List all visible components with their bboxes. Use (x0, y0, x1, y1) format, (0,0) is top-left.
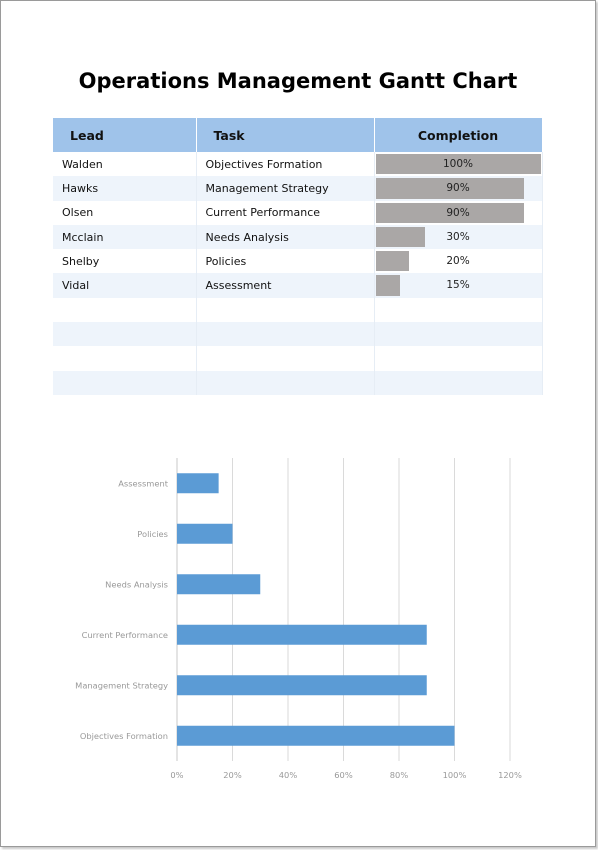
y-category-label: Current Performance (82, 630, 168, 640)
x-tick-label: 60% (334, 770, 353, 780)
progress-bar (375, 202, 524, 223)
cell-task (196, 346, 375, 371)
cell-task: Policies (196, 249, 375, 274)
progress-bar (375, 178, 524, 199)
cell-task: Assessment (196, 273, 375, 298)
cell-completion: 20% (374, 249, 543, 274)
cell-task: Needs Analysis (196, 224, 375, 250)
cell-lead: Vidal (53, 273, 197, 298)
chart-bar (177, 574, 261, 595)
cell-completion (374, 346, 543, 371)
progress-bar (375, 275, 401, 296)
cell-task (196, 322, 375, 347)
cell-lead (53, 370, 197, 395)
cell-completion (374, 322, 543, 347)
cell-lead: Mcclain (53, 224, 197, 250)
cell-completion: 100% (374, 152, 543, 177)
chart-bar (177, 725, 455, 746)
cell-task: Current Performance (196, 200, 375, 225)
header-completion: Completion (374, 118, 543, 152)
cell-task (196, 370, 375, 395)
cell-lead (53, 297, 197, 323)
chart-bar (177, 624, 427, 645)
y-category-label: Policies (137, 529, 168, 539)
page-title: Operations Management Gantt Chart (78, 69, 518, 93)
x-tick-label: 100% (443, 770, 467, 780)
cell-task (196, 297, 375, 323)
y-category-label: Objectives Formation (80, 731, 168, 741)
progress-label: 90% (446, 206, 470, 219)
chart-bar (177, 473, 219, 494)
table-row: Shelby Policies 20% (53, 249, 543, 274)
cell-task: Management Strategy (196, 176, 375, 201)
cell-lead: Hawks (53, 176, 197, 201)
table-row: Olsen Current Performance 90% (53, 200, 543, 225)
cell-lead: Walden (53, 152, 197, 177)
cell-completion (374, 370, 543, 395)
table-row: Mcclain Needs Analysis 30% (53, 224, 543, 250)
progress-label: 100% (442, 158, 474, 170)
header-task: Task (196, 118, 375, 152)
table-row (53, 346, 543, 371)
progress-bar (375, 226, 425, 248)
x-tick-label: 20% (223, 770, 242, 780)
x-tick-label: 40% (279, 770, 298, 780)
cell-completion: 90% (374, 200, 543, 225)
table-row: Vidal Assessment 15% (53, 273, 543, 298)
x-tick-label: 0% (170, 770, 183, 780)
cell-lead: Shelby (53, 249, 197, 274)
x-tick-label: 120% (498, 770, 522, 780)
cell-completion: 15% (374, 273, 543, 298)
y-category-label: Assessment (118, 478, 169, 488)
table-row: Hawks Management Strategy 90% (53, 176, 543, 201)
progress-label: 15% (446, 279, 470, 292)
table-row: Walden Objectives Formation 100% (53, 152, 543, 177)
task-table: Lead Task Completion Walden Objectives Fo… (53, 118, 543, 395)
header-lead: Lead (53, 118, 197, 152)
table-header-row: Lead Task Completion (53, 118, 543, 152)
cell-completion: 90% (374, 176, 543, 201)
progress-label: 20% (446, 255, 470, 268)
y-category-label: Needs Analysis (105, 579, 168, 589)
cell-completion: 30% (374, 224, 543, 250)
table-row (53, 322, 543, 347)
cell-lead (53, 346, 197, 371)
chart-bar (177, 675, 427, 696)
cell-lead (53, 322, 197, 347)
cell-completion (374, 297, 543, 323)
progress-label: 30% (446, 230, 470, 243)
x-tick-label: 80% (390, 770, 409, 780)
progress-bar (375, 154, 541, 175)
cell-task: Objectives Formation (196, 152, 375, 177)
y-category-label: Management Strategy (75, 680, 168, 690)
chart-bar (177, 523, 233, 544)
progress-bar (375, 251, 409, 272)
progress-label: 90% (446, 182, 470, 195)
table-row (53, 370, 543, 395)
cell-lead: Olsen (53, 200, 197, 225)
table-row (53, 297, 543, 323)
